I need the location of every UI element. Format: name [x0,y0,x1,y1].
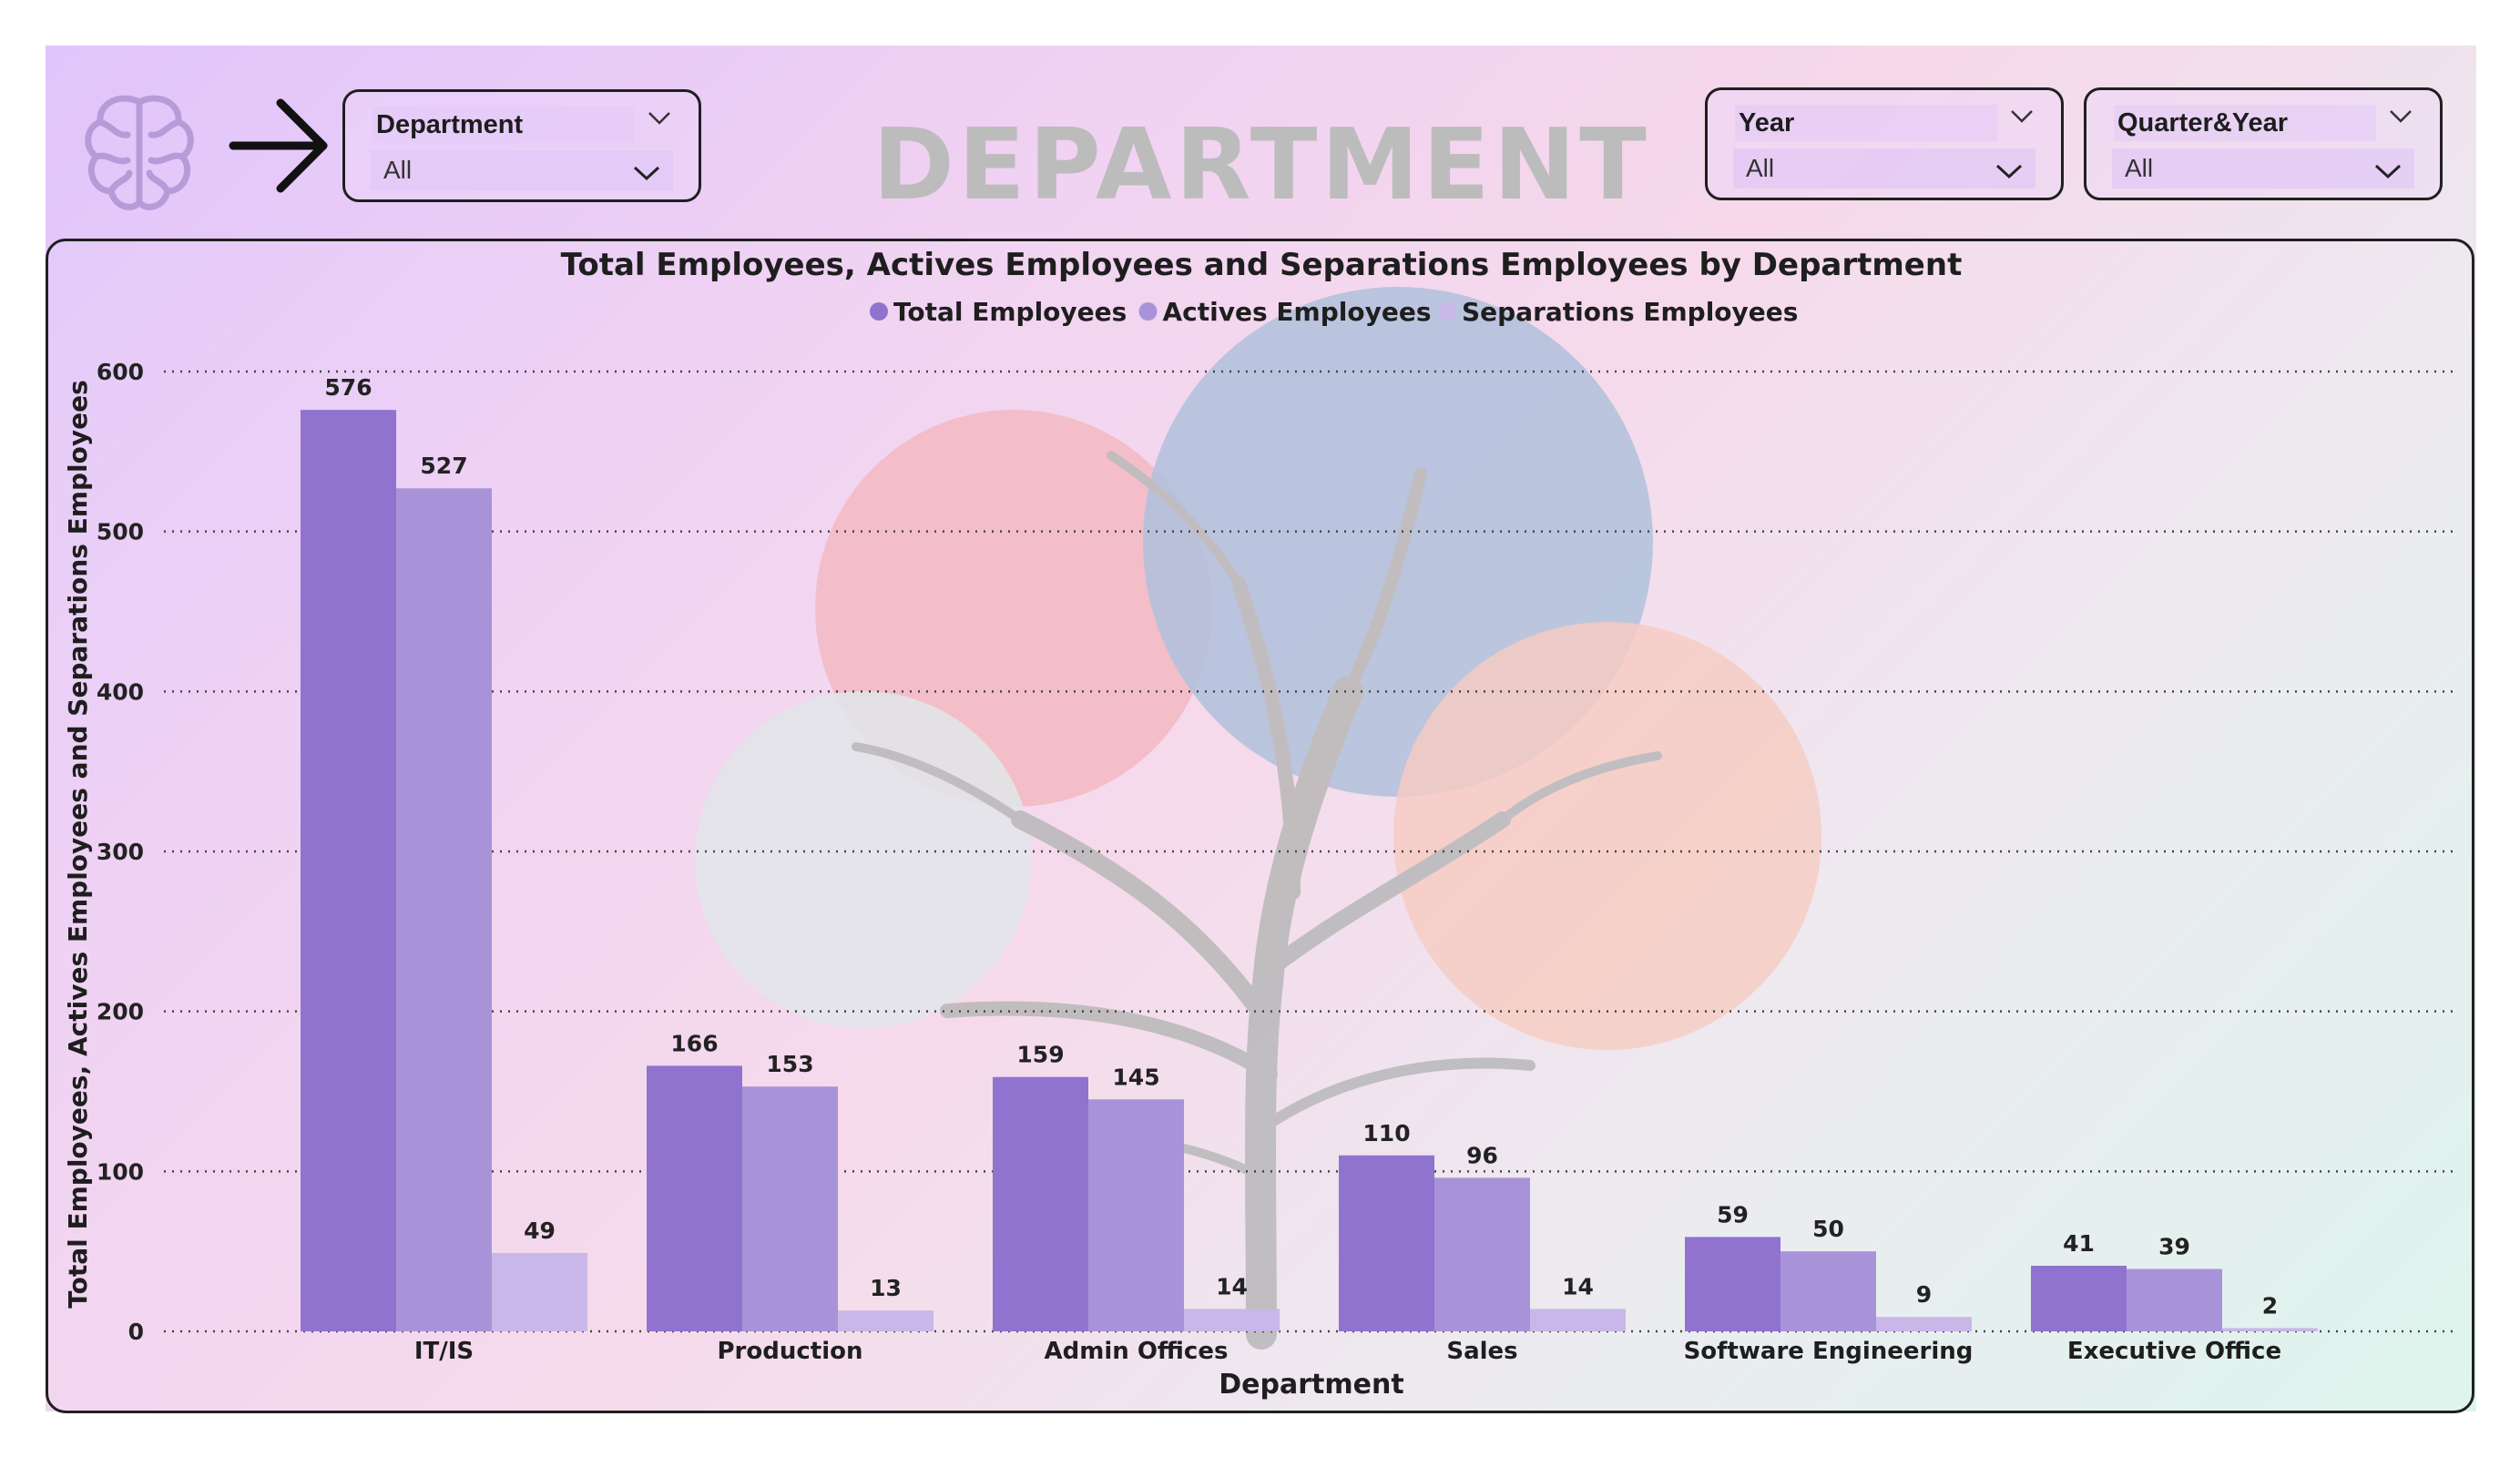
data-label: 50 [1812,1216,1844,1242]
chevron-down-icon[interactable] [2374,163,2402,179]
tree-illustration [695,287,1821,1350]
bar[interactable] [1339,1155,1434,1331]
y-tick-label: 300 [97,839,144,865]
x-tick-label: Production [718,1338,863,1365]
y-tick-label: 600 [97,359,144,385]
chevron-down-icon[interactable] [633,165,660,181]
legend-label: Separations Employees [1462,297,1798,327]
bar[interactable] [1184,1309,1280,1331]
y-tick-label: 0 [128,1319,144,1345]
legend-label: Total Employees [893,297,1127,327]
x-tick-label: Executive Office [2067,1338,2281,1365]
bar[interactable] [1434,1177,1530,1331]
chevron-down-icon[interactable] [2389,108,2413,125]
bar[interactable] [301,410,396,1331]
department-dropdown[interactable]: All [371,150,673,190]
data-label: 96 [1466,1142,1498,1168]
bar[interactable] [396,488,492,1331]
data-label: 159 [1016,1042,1064,1068]
chevron-down-icon[interactable] [648,110,671,127]
data-label: 153 [766,1051,813,1077]
quarter-year-dropdown[interactable]: All [2112,148,2414,188]
data-label: 9 [1916,1281,1932,1308]
x-tick-label: Sales [1446,1338,1517,1365]
data-label: 14 [1216,1273,1248,1299]
y-tick-label: 200 [97,999,144,1025]
bar[interactable] [1530,1309,1626,1331]
bar[interactable] [1685,1237,1780,1331]
quarter-year-slicer-title: Quarter&Year [2114,105,2376,141]
department-slicer[interactable]: Department All [342,89,701,202]
data-label: 2 [2262,1292,2278,1319]
data-label: 166 [670,1030,718,1056]
data-label: 41 [2063,1230,2095,1257]
bar[interactable] [2127,1269,2222,1331]
data-label: 59 [1717,1201,1749,1228]
data-label: 576 [324,374,372,401]
data-label: 527 [420,453,467,479]
year-slicer-title: Year [1735,105,1997,141]
y-tick-label: 400 [97,678,144,705]
bar[interactable] [1780,1251,1876,1331]
department-slicer-title: Department [372,107,635,143]
year-slicer[interactable]: Year All [1705,87,2064,200]
bar[interactable] [647,1065,742,1331]
data-label: 110 [1362,1120,1410,1146]
legend-item[interactable]: Actives Employees [1138,297,1432,327]
chevron-down-icon[interactable] [1995,163,2023,179]
legend-marker [1138,302,1158,321]
bar[interactable] [492,1252,587,1331]
arrow-right-icon [229,98,328,193]
x-tick-label: IT/IS [414,1338,474,1365]
y-tick-label: 100 [97,1158,144,1185]
bar[interactable] [838,1310,934,1331]
x-tick-label: Software Engineering [1684,1338,1974,1365]
page-watermark-title: DEPARTMENT [872,108,1650,222]
x-axis-title: Department [1219,1369,1403,1401]
data-label: 145 [1112,1064,1159,1090]
x-tick-label: Admin Offices [1045,1338,1229,1365]
bar[interactable] [742,1086,838,1331]
legend-item[interactable]: Separations Employees [1438,297,1798,327]
bar[interactable] [2222,1328,2318,1331]
legend-item[interactable]: Total Employees [870,297,1127,327]
data-label: 13 [870,1275,902,1301]
bar[interactable] [1088,1099,1184,1331]
quarter-year-slicer[interactable]: Quarter&Year All [2084,87,2443,200]
year-dropdown[interactable]: All [1733,148,2035,188]
data-label: 14 [1562,1273,1594,1299]
legend-label: Actives Employees [1163,297,1432,327]
chevron-down-icon[interactable] [2010,108,2034,125]
y-tick-label: 500 [97,519,144,545]
brain-icon [85,95,194,210]
bar[interactable] [993,1076,1088,1331]
bar[interactable] [1876,1317,1972,1331]
legend-marker [1438,302,1456,321]
chart-title: Total Employees, Actives Employees and S… [561,247,1963,283]
y-axis-title: Total Employees, Actives Employees and S… [63,380,93,1309]
data-label: 39 [2158,1233,2190,1259]
data-label: 49 [524,1218,556,1244]
bar[interactable] [2031,1265,2127,1331]
legend-marker [870,302,888,321]
